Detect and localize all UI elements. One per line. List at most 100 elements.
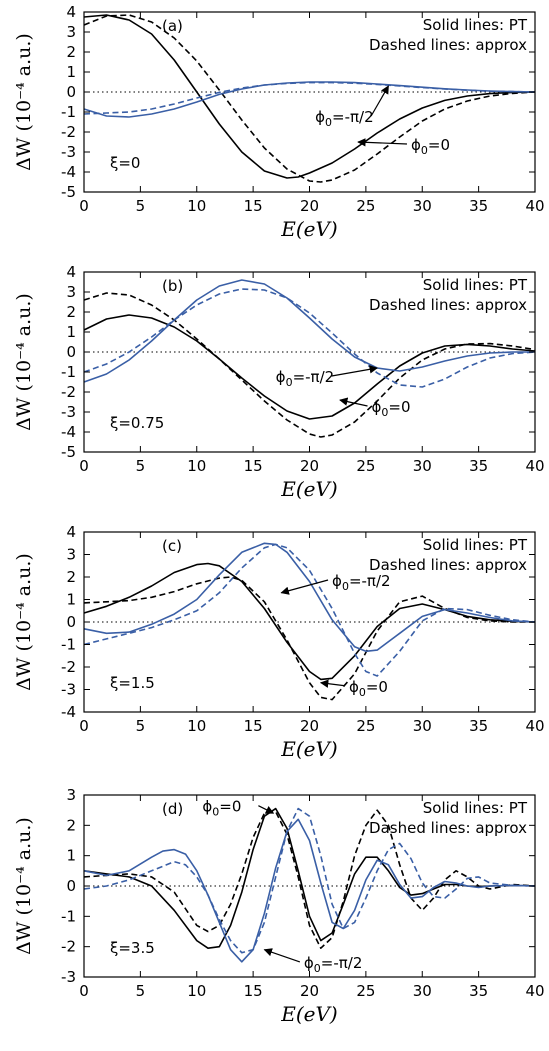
x-tick-label: 40 [525, 717, 544, 735]
y-tick-label: 2 [66, 816, 76, 834]
y-tick-label: 0 [66, 343, 76, 361]
panel-b: 0 5 10 15 20 25 30 35 40 -5 -4 -3 -2 -1 0 1 2 3 4 E(eV) ΔW (… [13, 263, 545, 501]
legend-dashed: Dashed lines: approx [369, 296, 527, 314]
y-tick-label: -2 [61, 938, 76, 956]
series-black-solid [83, 562, 536, 681]
phase-label: ϕ0=0 [372, 398, 411, 419]
x-tick-label: 30 [413, 982, 432, 1000]
x-tick-label: 0 [79, 197, 89, 215]
y-tick-label: 1 [66, 323, 76, 341]
x-tick-label: 5 [136, 717, 146, 735]
x-tick-label: 0 [79, 717, 89, 735]
x-tick-label: 30 [413, 457, 432, 475]
y-tick-label: 4 [66, 263, 76, 281]
label-arrow [280, 579, 329, 595]
y-axis-label: ΔW (10⁻⁴ a.u.) [13, 553, 35, 691]
y-tick-label: -3 [61, 968, 76, 986]
y-axis-label: ΔW (10⁻⁴ a.u.) [13, 33, 35, 171]
y-tick-label: 2 [66, 43, 76, 61]
y-axis-label: ΔW (10⁻⁴ a.u.) [13, 817, 35, 955]
panel-label: (d) [162, 800, 183, 818]
legend-solid: Solid lines: PT [423, 16, 528, 34]
y-tick-label: 4 [66, 523, 76, 541]
series-black-dashed [83, 809, 536, 949]
phase-label: ϕ0=-π/2 [315, 108, 374, 129]
x-tick-label: 40 [525, 457, 544, 475]
x-tick-label: 40 [525, 197, 544, 215]
y-tick-label: -1 [61, 636, 76, 654]
x-tick-label: 5 [136, 197, 146, 215]
x-tick-label: 15 [244, 717, 263, 735]
y-tick-label: 3 [66, 283, 76, 301]
series-blue-solid [83, 81, 536, 118]
legend-dashed: Dashed lines: approx [369, 819, 527, 837]
x-tick-label: 10 [187, 457, 206, 475]
panel-label: (b) [162, 277, 183, 295]
xi-label: ξ=3.5 [110, 939, 155, 957]
panel-d: 0 5 10 15 20 25 30 35 40 -3 -2 -1 0 1 2 3 E(eV) ΔW (10⁻⁴ … [13, 786, 545, 1026]
y-tick-label: 1 [66, 591, 76, 609]
series-black-solid [83, 14, 536, 179]
xi-label: ξ=0.75 [110, 414, 164, 432]
y-tick-label: -3 [61, 403, 76, 421]
phase-label: ϕ0=-π/2 [276, 368, 335, 389]
y-tick-label: -3 [61, 681, 76, 699]
phase-label: ϕ0=0 [349, 678, 388, 699]
x-axis-label: E(eV) [280, 737, 337, 761]
x-tick-label: 40 [525, 982, 544, 1000]
y-tick-label: -2 [61, 123, 76, 141]
y-tick-label: 4 [66, 3, 76, 21]
label-arrow [263, 948, 301, 963]
y-tick-label: -2 [61, 658, 76, 676]
y-tick-label: 2 [66, 303, 76, 321]
series-black-dashed [83, 576, 535, 701]
x-tick-label: 5 [136, 457, 146, 475]
x-tick-label: 35 [469, 197, 488, 215]
x-tick-label: 20 [300, 197, 319, 215]
y-tick-label: 1 [66, 63, 76, 81]
y-tick-label: 3 [66, 786, 76, 804]
x-tick-label: 0 [79, 982, 89, 1000]
y-tick-label: 1 [66, 847, 76, 865]
y-axis-label: ΔW (10⁻⁴ a.u.) [13, 293, 35, 431]
x-tick-label: 35 [469, 982, 488, 1000]
x-axis-label: E(eV) [280, 217, 337, 241]
series-blue-dashed [83, 543, 536, 677]
phase-label: ϕ0=-π/2 [332, 572, 391, 593]
x-tick-label: 20 [300, 717, 319, 735]
x-tick-label: 30 [413, 717, 432, 735]
x-tick-label: 25 [356, 717, 375, 735]
x-tick-label: 35 [469, 457, 488, 475]
panel-c: 0 5 10 15 20 25 30 35 40 -4 -3 -2 -1 0 1 2 3 4 E(eV) ΔW (10… [13, 523, 545, 761]
panel-label: (a) [162, 17, 183, 35]
phase-label: ϕ0=-π/2 [304, 954, 363, 975]
y-tick-label: -4 [61, 703, 76, 721]
y-tick-label: 3 [66, 23, 76, 41]
series-blue-dashed [83, 288, 536, 388]
x-tick-label: 15 [244, 457, 263, 475]
y-tick-label: -4 [61, 423, 76, 441]
series-blue-solid [83, 279, 535, 383]
y-tick-label: 2 [66, 568, 76, 586]
y-tick-label: 0 [66, 613, 76, 631]
legend-dashed: Dashed lines: approx [369, 36, 527, 54]
x-tick-label: 25 [356, 982, 375, 1000]
x-tick-label: 10 [187, 197, 206, 215]
x-tick-label: 20 [300, 457, 319, 475]
panel-a: 0 5 10 15 20 25 30 35 40 -5 -4 -3 -2 -1 0 1 2 3 4 E(eV) ΔW (… [13, 3, 545, 241]
x-tick-label: 25 [356, 457, 375, 475]
y-tick-label: -5 [61, 183, 76, 201]
y-tick-label: -4 [61, 163, 76, 181]
y-tick-label: 3 [66, 546, 76, 564]
legend-solid: Solid lines: PT [423, 276, 528, 294]
label-arrow [319, 679, 346, 688]
label-arrow [370, 85, 389, 117]
x-axis-label: E(eV) [280, 477, 337, 501]
x-tick-label: 15 [244, 982, 263, 1000]
x-tick-label: 15 [244, 197, 263, 215]
series-blue-dashed [83, 81, 536, 115]
y-tick-label: -1 [61, 363, 76, 381]
y-tick-label: -1 [61, 103, 76, 121]
y-tick-label: 0 [66, 877, 76, 895]
